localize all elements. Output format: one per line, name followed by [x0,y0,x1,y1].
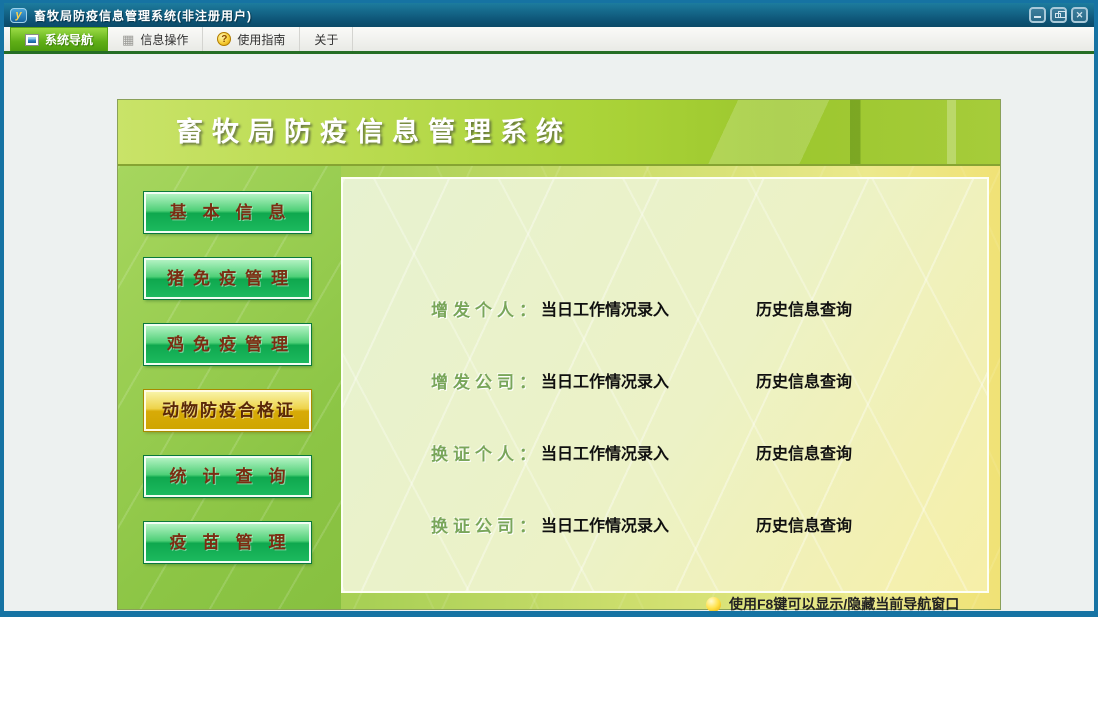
menu-row-renew-personal: 换证个人： 当日工作情况录入 历史信息查询 [343,440,987,464]
tab-label: 系统导航 [45,33,94,47]
toolbar-tabbar: 系统导航 ▦ 信息操作 ? 使用指南 关于 [4,27,1094,54]
sidebar-item-statistics-query[interactable]: 统计查询 [144,456,311,497]
app-logo-glyph: y [15,8,22,21]
sidebar-item-pig-immunity[interactable]: 猪免疫管理 [144,258,311,299]
sidebar-item-chicken-immunity[interactable]: 鸡免疫管理 [144,324,311,365]
row-label: 换证个人： [431,445,541,464]
minimize-button[interactable] [1029,7,1046,23]
row-label: 增发公司： [431,373,541,392]
daily-work-entry-link[interactable]: 当日工作情况录入 [541,518,670,535]
help-icon: ? [217,32,232,46]
history-query-link[interactable]: 历史信息查询 [756,518,853,535]
navigation-panel: 畜牧局防疫信息管理系统 基本信息 猪免疫管理 鸡免疫管理 动物防疫合格证 统计查… [117,99,1001,611]
restore-icon [1055,11,1066,18]
sidebar-item-basic-info[interactable]: 基本信息 [144,192,311,233]
history-query-link[interactable]: 历史信息查询 [756,302,853,319]
tab-user-guide[interactable]: ? 使用指南 [203,27,301,51]
panel-body: 基本信息 猪免疫管理 鸡免疫管理 动物防疫合格证 统计查询 疫苗管理 增发个人：… [118,166,1000,611]
app-window: y 畜牧局防疫信息管理系统(非注册用户) ✕ 系统导航 ▦ 信息操作 ? 使用指… [0,0,1098,617]
hint-ball-icon [706,596,721,611]
window-title: 畜牧局防疫信息管理系统(非注册用户) [34,8,252,23]
row-label: 换证公司： [431,517,541,536]
tab-label: 信息操作 [140,32,189,47]
sidebar-item-vaccine-management[interactable]: 疫苗管理 [144,522,311,563]
tab-about[interactable]: 关于 [300,27,354,51]
tab-label: 关于 [314,32,339,47]
daily-work-entry-link[interactable]: 当日工作情况录入 [541,302,670,319]
menu-row-issue-company: 增发公司： 当日工作情况录入 历史信息查询 [343,368,987,392]
row-label: 增发个人： [431,301,541,320]
certificate-menu-panel: 增发个人： 当日工作情况录入 历史信息查询 增发公司： 当日工作情况录入 历史信… [341,177,989,593]
window-icon [25,33,39,46]
tab-label: 使用指南 [237,32,286,47]
statusbar-hint: 使用F8键可以显示/隐藏当前导航窗口 [706,594,959,611]
sidebar-menu: 基本信息 猪免疫管理 鸡免疫管理 动物防疫合格证 统计查询 疫苗管理 [118,166,341,609]
menu-row-issue-personal: 增发个人： 当日工作情况录入 历史信息查询 [343,296,987,320]
app-logo-icon: y [10,7,27,23]
titlebar[interactable]: y 畜牧局防疫信息管理系统(非注册用户) ✕ [4,3,1094,27]
history-query-link[interactable]: 历史信息查询 [756,446,853,463]
tab-system-navigation[interactable]: 系统导航 [10,27,109,51]
menu-row-renew-company: 换证公司： 当日工作情况录入 历史信息查询 [343,512,987,536]
daily-work-entry-link[interactable]: 当日工作情况录入 [541,446,670,463]
sidebar-item-animal-epidemic-certificate[interactable]: 动物防疫合格证 [144,390,311,431]
window-controls: ✕ [1029,7,1088,23]
close-button[interactable]: ✕ [1071,7,1088,23]
panel-banner: 畜牧局防疫信息管理系统 [118,100,1000,166]
hint-text: 使用F8键可以显示/隐藏当前导航窗口 [729,596,960,611]
restore-button[interactable] [1050,7,1067,23]
history-query-link[interactable]: 历史信息查询 [756,374,853,391]
banner-title: 畜牧局防疫信息管理系统 [176,117,572,147]
close-icon: ✕ [1075,9,1084,20]
minimize-icon [1034,16,1041,18]
content-area: 畜牧局防疫信息管理系统 基本信息 猪免疫管理 鸡免疫管理 动物防疫合格证 统计查… [4,54,1094,611]
grid-icon: ▦ [122,31,135,47]
daily-work-entry-link[interactable]: 当日工作情况录入 [541,374,670,391]
tab-info-operations[interactable]: ▦ 信息操作 [108,27,204,51]
